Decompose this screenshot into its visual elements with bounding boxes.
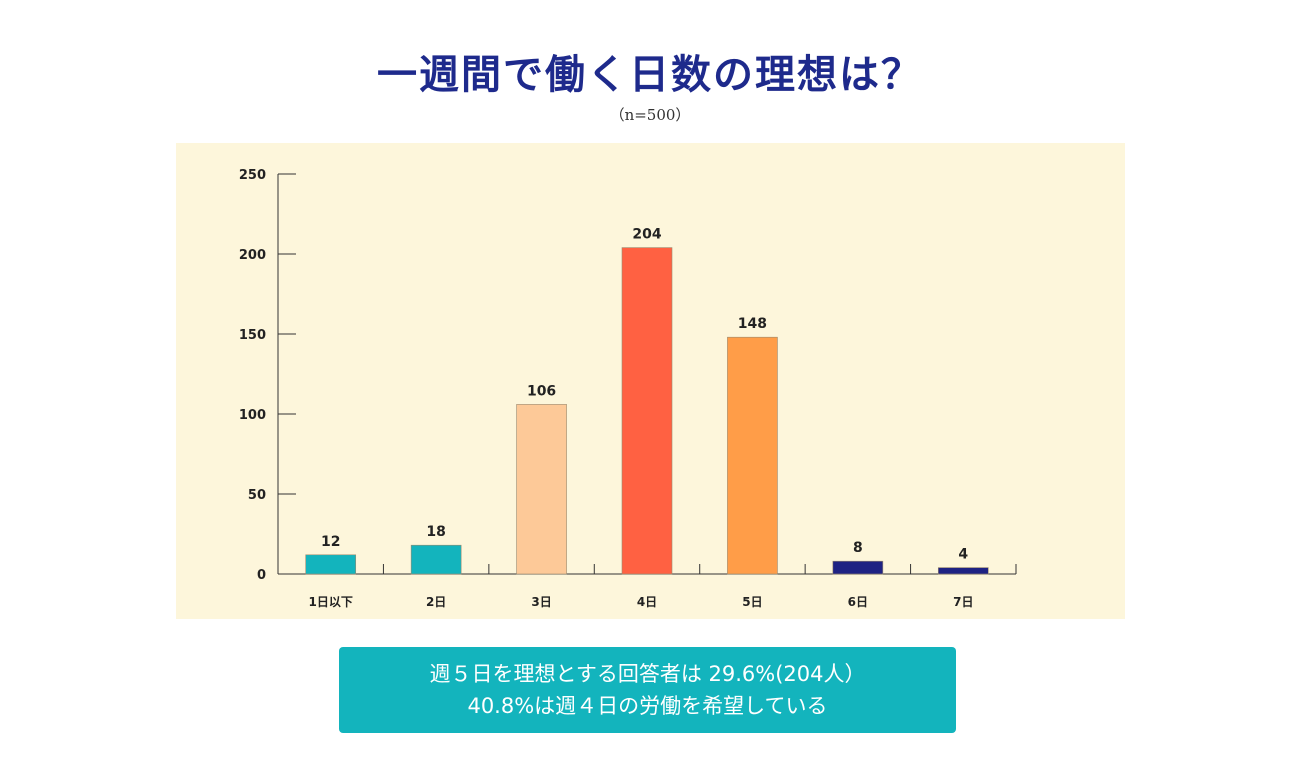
bar <box>516 404 567 575</box>
data-label: 8 <box>853 540 863 556</box>
data-label: 4 <box>958 547 968 563</box>
x-tick-label: 3日 <box>531 595 551 609</box>
bar <box>410 544 462 575</box>
summary-line-2: 40.8%は週４日の労働を希望している <box>467 694 828 718</box>
data-label: 12 <box>321 534 340 550</box>
summary-callout: 週５日を理想とする回答者は 29.6%(204人） 40.8%は週４日の労働を希… <box>339 647 956 733</box>
bar <box>305 554 357 575</box>
bar <box>621 247 673 575</box>
x-tick-label: 2日 <box>426 595 446 609</box>
sample-size-note: （n=500） <box>609 106 691 124</box>
y-tick-label: 50 <box>248 488 266 503</box>
x-tick-label: 1日以下 <box>309 595 353 609</box>
x-tick-label: 4日 <box>637 595 657 609</box>
data-label: 204 <box>632 227 661 243</box>
x-tick-label: 7日 <box>953 595 973 609</box>
y-tick-label: 150 <box>239 328 266 343</box>
y-tick-label: 0 <box>257 568 266 583</box>
y-tick-label: 250 <box>239 168 266 183</box>
summary-line-1: 週５日を理想とする回答者は 29.6%(204人） <box>429 662 866 686</box>
chart-panel: 0 50 100 150 200 250 12 1日以下 18 2日 106 3日 204 4日 148 5日… <box>176 143 1125 619</box>
bar-chart: 0 50 100 150 200 250 12 1日以下 18 2日 106 3日 204 4日 148 5日… <box>239 168 1017 609</box>
chart-title: 一週間で働く日数の理想は？ <box>377 52 923 98</box>
bar <box>937 567 989 575</box>
data-label: 106 <box>527 383 556 399</box>
y-tick-label: 100 <box>239 408 266 423</box>
bar <box>832 560 884 575</box>
bar <box>727 336 778 575</box>
data-label: 148 <box>738 316 767 332</box>
data-label: 18 <box>426 524 445 540</box>
y-tick-label: 200 <box>239 248 266 263</box>
x-tick-label: 5日 <box>742 595 762 609</box>
x-tick-label: 6日 <box>848 595 868 609</box>
